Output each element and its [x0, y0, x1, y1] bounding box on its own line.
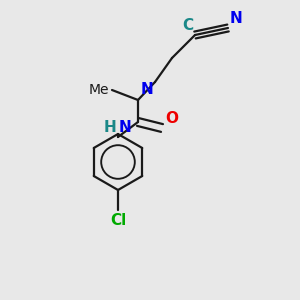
- Text: O: O: [165, 111, 178, 126]
- Text: N: N: [119, 120, 132, 135]
- Text: H: H: [103, 120, 116, 135]
- Text: C: C: [182, 18, 193, 33]
- Text: Me: Me: [88, 83, 109, 97]
- Text: Cl: Cl: [110, 213, 126, 228]
- Text: N: N: [230, 11, 243, 26]
- Text: N: N: [141, 82, 154, 97]
